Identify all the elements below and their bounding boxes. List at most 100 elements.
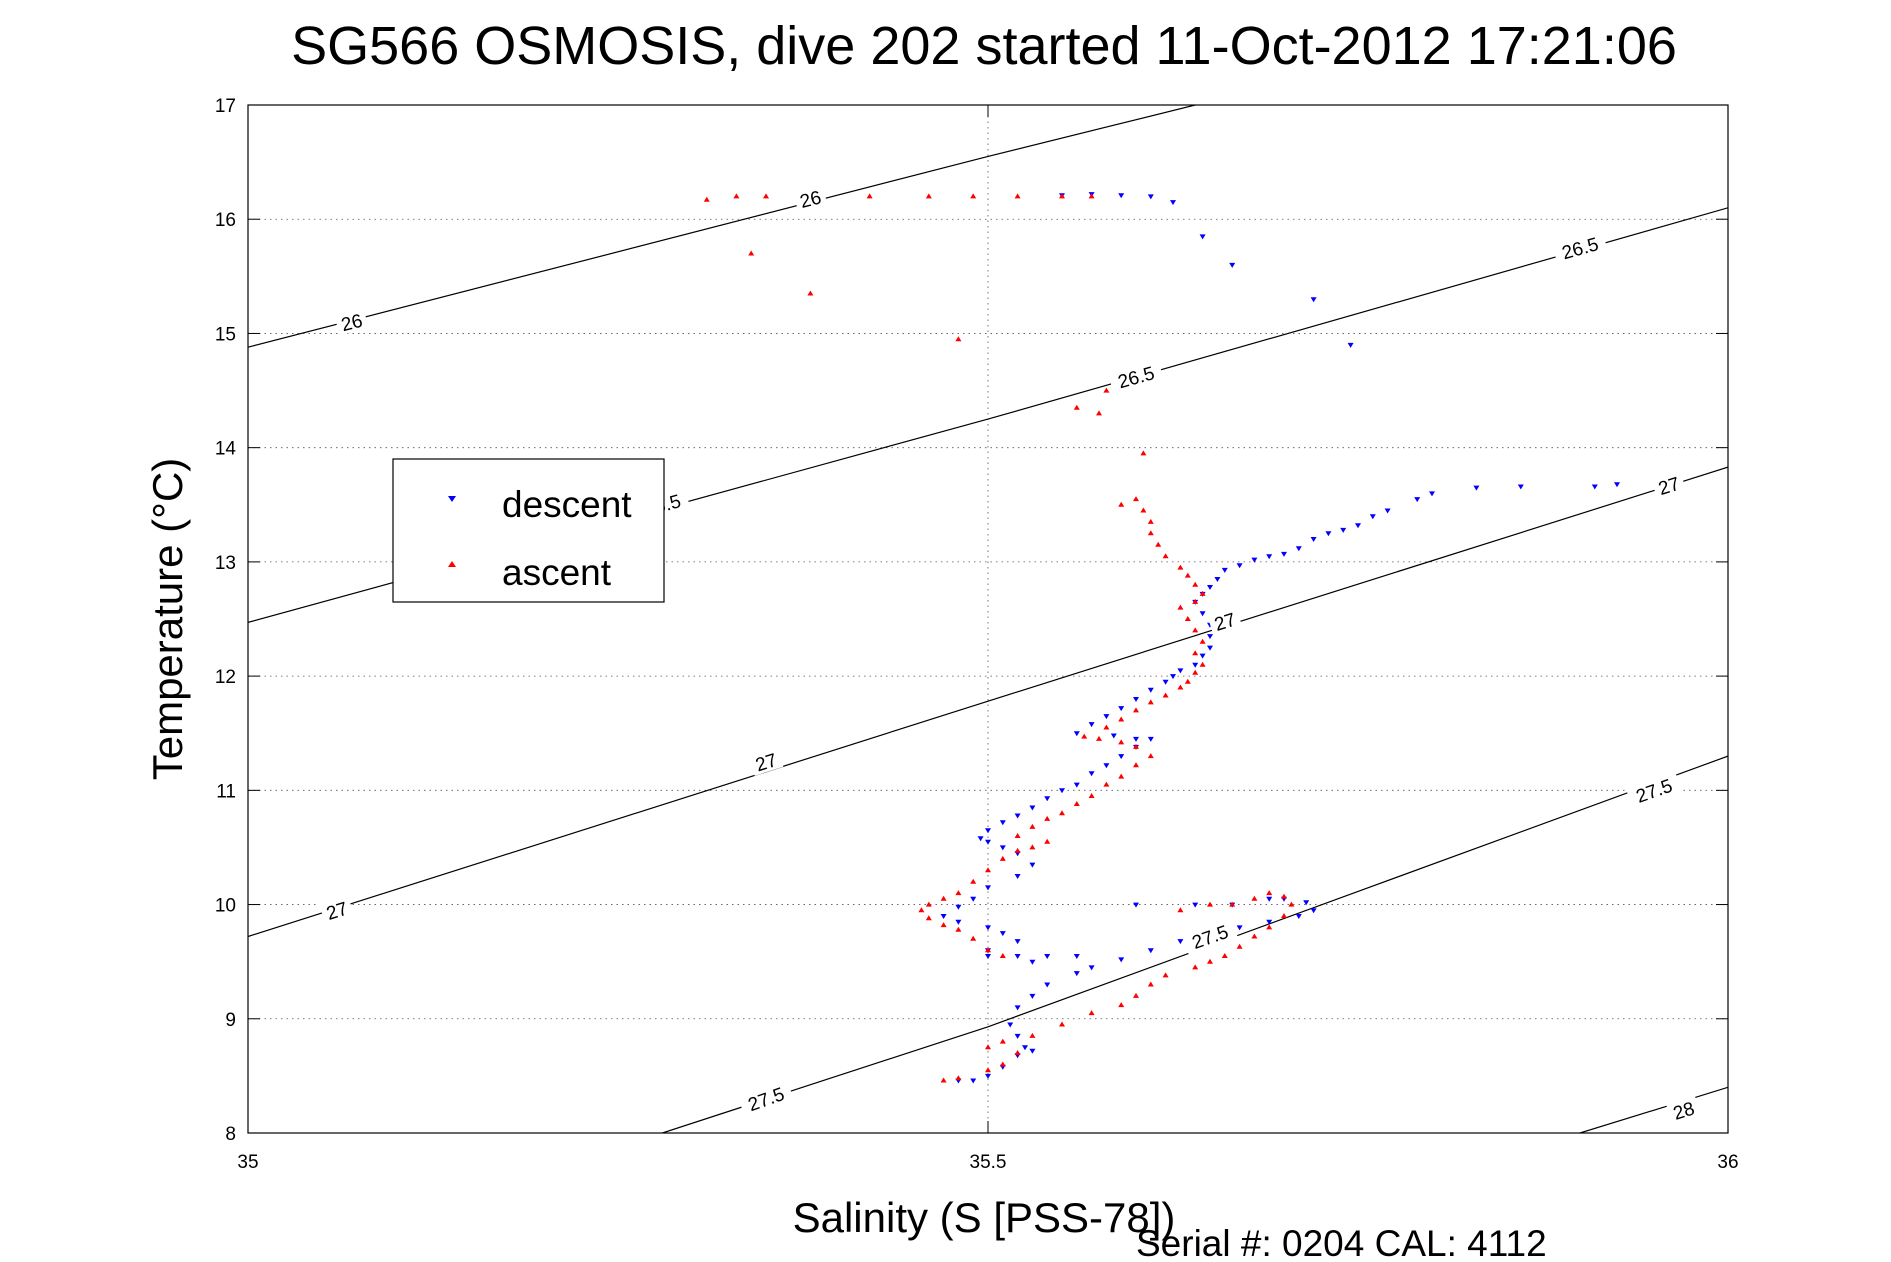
ascent-point — [1029, 1032, 1036, 1038]
y-tick-label: 17 — [215, 96, 236, 117]
descent-point — [1340, 527, 1347, 533]
contour-label-background — [1181, 916, 1238, 955]
legend: descent ascent — [392, 458, 665, 603]
descent-point — [1177, 668, 1184, 674]
ascent-point — [1118, 1002, 1125, 1008]
ascent-point — [1133, 762, 1139, 768]
chart-title: SG566 OSMOSIS, dive 202 started 11-Oct-2… — [291, 16, 1677, 76]
descent-point — [985, 1073, 991, 1079]
ascent-point — [1155, 541, 1162, 547]
ascent-point — [999, 1061, 1006, 1067]
ascent-point — [1044, 838, 1051, 844]
ascent-point — [1162, 692, 1169, 698]
grid — [248, 105, 1728, 1133]
y-tick-label: 16 — [215, 210, 236, 231]
ascent-point — [985, 1044, 991, 1050]
ascent-point — [1088, 193, 1095, 199]
descent-point — [1310, 908, 1317, 914]
descent-point — [1310, 297, 1317, 303]
ascent-point — [1266, 890, 1273, 896]
descent-point — [1170, 200, 1176, 206]
ascent-point — [1103, 781, 1110, 787]
x-tick-label: 36 — [1717, 1152, 1738, 1173]
descent-point — [985, 925, 991, 931]
descent-point — [1229, 262, 1236, 268]
ascent-point — [1133, 496, 1139, 502]
descent-point — [1207, 585, 1213, 590]
descent-point — [1022, 1045, 1028, 1051]
descent-point — [1591, 484, 1598, 490]
contour-label-background — [1625, 770, 1682, 809]
descent-point — [1073, 782, 1080, 788]
ascent-point — [955, 336, 962, 342]
y-tick-label: 15 — [215, 324, 236, 345]
ascent-point — [1199, 661, 1206, 667]
ascent-point — [1199, 590, 1206, 596]
ascent-point — [970, 935, 977, 941]
ascent-point — [1251, 895, 1258, 901]
descent-point — [1429, 491, 1435, 497]
descent-point — [1355, 523, 1361, 529]
ascent-point — [1029, 823, 1036, 829]
ascent-point — [940, 895, 947, 901]
ascent-point — [1177, 604, 1184, 610]
descent-point — [955, 904, 962, 910]
ascent-point — [999, 953, 1006, 958]
y-tick-label: 10 — [215, 896, 236, 917]
ascent-point — [1192, 669, 1199, 675]
descent-point — [985, 954, 991, 959]
descent-point — [1044, 982, 1051, 988]
descent-point — [1118, 706, 1125, 712]
contour-label-group: 28 — [1665, 1094, 1701, 1125]
descent-point — [1014, 1033, 1021, 1039]
ascent-point — [1133, 992, 1139, 998]
descent-point — [1199, 234, 1206, 240]
y-tick-label: 11 — [216, 781, 236, 802]
ascent-point — [985, 947, 991, 953]
ascent-point — [1229, 901, 1236, 907]
descent-point — [1133, 736, 1139, 742]
descent-point — [1236, 925, 1243, 931]
ascent-point — [733, 193, 740, 199]
descent-point — [1236, 563, 1243, 569]
ascent-point — [999, 1038, 1006, 1044]
descent-point — [1088, 771, 1095, 777]
ascent-point — [1281, 893, 1287, 899]
ascent-point — [1288, 901, 1295, 907]
ascent-point — [1118, 773, 1125, 779]
contour-label-group: 27 — [318, 894, 355, 925]
descent-point — [1029, 862, 1036, 868]
ascent-point — [1192, 650, 1199, 656]
ascent-point — [999, 855, 1006, 861]
contour-label-background — [1107, 358, 1164, 394]
ascent-point — [1184, 678, 1191, 684]
descent-point — [1103, 714, 1110, 720]
descent-point — [1614, 482, 1620, 488]
descent-point — [1199, 653, 1206, 659]
descent-point — [1073, 731, 1080, 737]
descent-point — [1266, 896, 1273, 902]
ascent-point — [763, 193, 769, 199]
ascent-point — [1014, 193, 1021, 199]
ascent-point — [1251, 933, 1258, 939]
descent-point — [1414, 497, 1421, 503]
descent-point — [985, 885, 991, 891]
descent-point — [940, 914, 947, 919]
descent-point — [1347, 342, 1354, 348]
ascent-point — [1044, 815, 1051, 821]
descent-point — [1073, 954, 1080, 959]
y-tick-label: 14 — [215, 439, 237, 460]
contour-label-background — [1665, 1094, 1701, 1125]
ascent-point — [1177, 564, 1184, 570]
descent-point — [1007, 1022, 1014, 1028]
descent-point — [1014, 813, 1021, 819]
ascent-point — [1147, 699, 1154, 705]
y-tick-label: 8 — [225, 1124, 236, 1145]
ascent-point — [1096, 735, 1102, 741]
legend-label-ascent: ascent — [502, 552, 612, 593]
descent-point — [1221, 567, 1228, 573]
ascent-point — [1207, 901, 1213, 907]
descent-point — [1473, 485, 1480, 491]
descent-point — [1266, 554, 1273, 560]
ascent-point — [866, 193, 873, 199]
